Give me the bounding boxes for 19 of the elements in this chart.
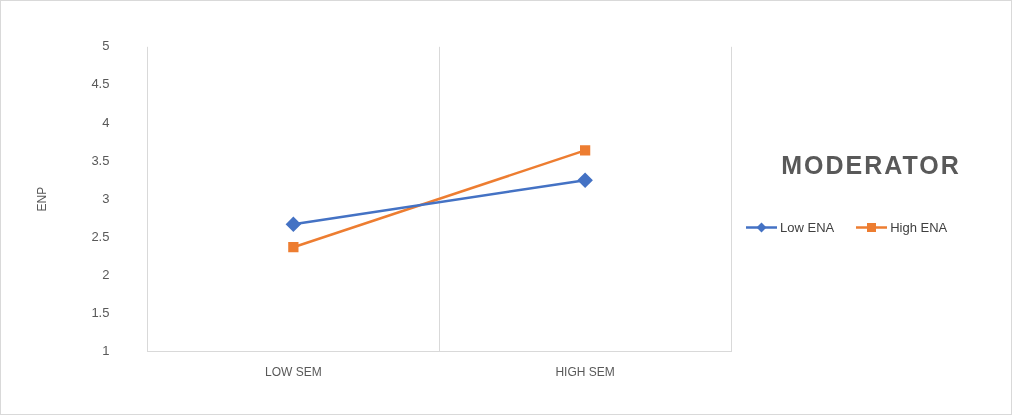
y-tick-label: 4.5: [91, 76, 110, 92]
y-tick-label: 2: [102, 266, 110, 282]
legend-label: High ENA: [890, 220, 948, 235]
y-tick-label: 1.5: [91, 305, 110, 321]
x-tick-label: LOW SEM: [265, 365, 322, 380]
y-tick-label: 4: [102, 114, 110, 130]
y-tick-label: 3.5: [91, 152, 110, 168]
legend-title: MODERATOR: [780, 151, 962, 180]
legend-label: Low ENA: [780, 220, 835, 235]
y-axis-title: ENP: [34, 186, 49, 212]
point: [286, 217, 301, 232]
y-tick-label: 5: [102, 38, 110, 54]
point: [288, 242, 299, 253]
point: [579, 145, 591, 156]
point: [577, 172, 593, 188]
x-tick-label: HIGH SEM: [555, 365, 615, 380]
y-tick-label: 2.5: [91, 228, 110, 244]
y-tick-label: 3: [102, 190, 110, 206]
y-tick-label: 1: [102, 343, 110, 359]
